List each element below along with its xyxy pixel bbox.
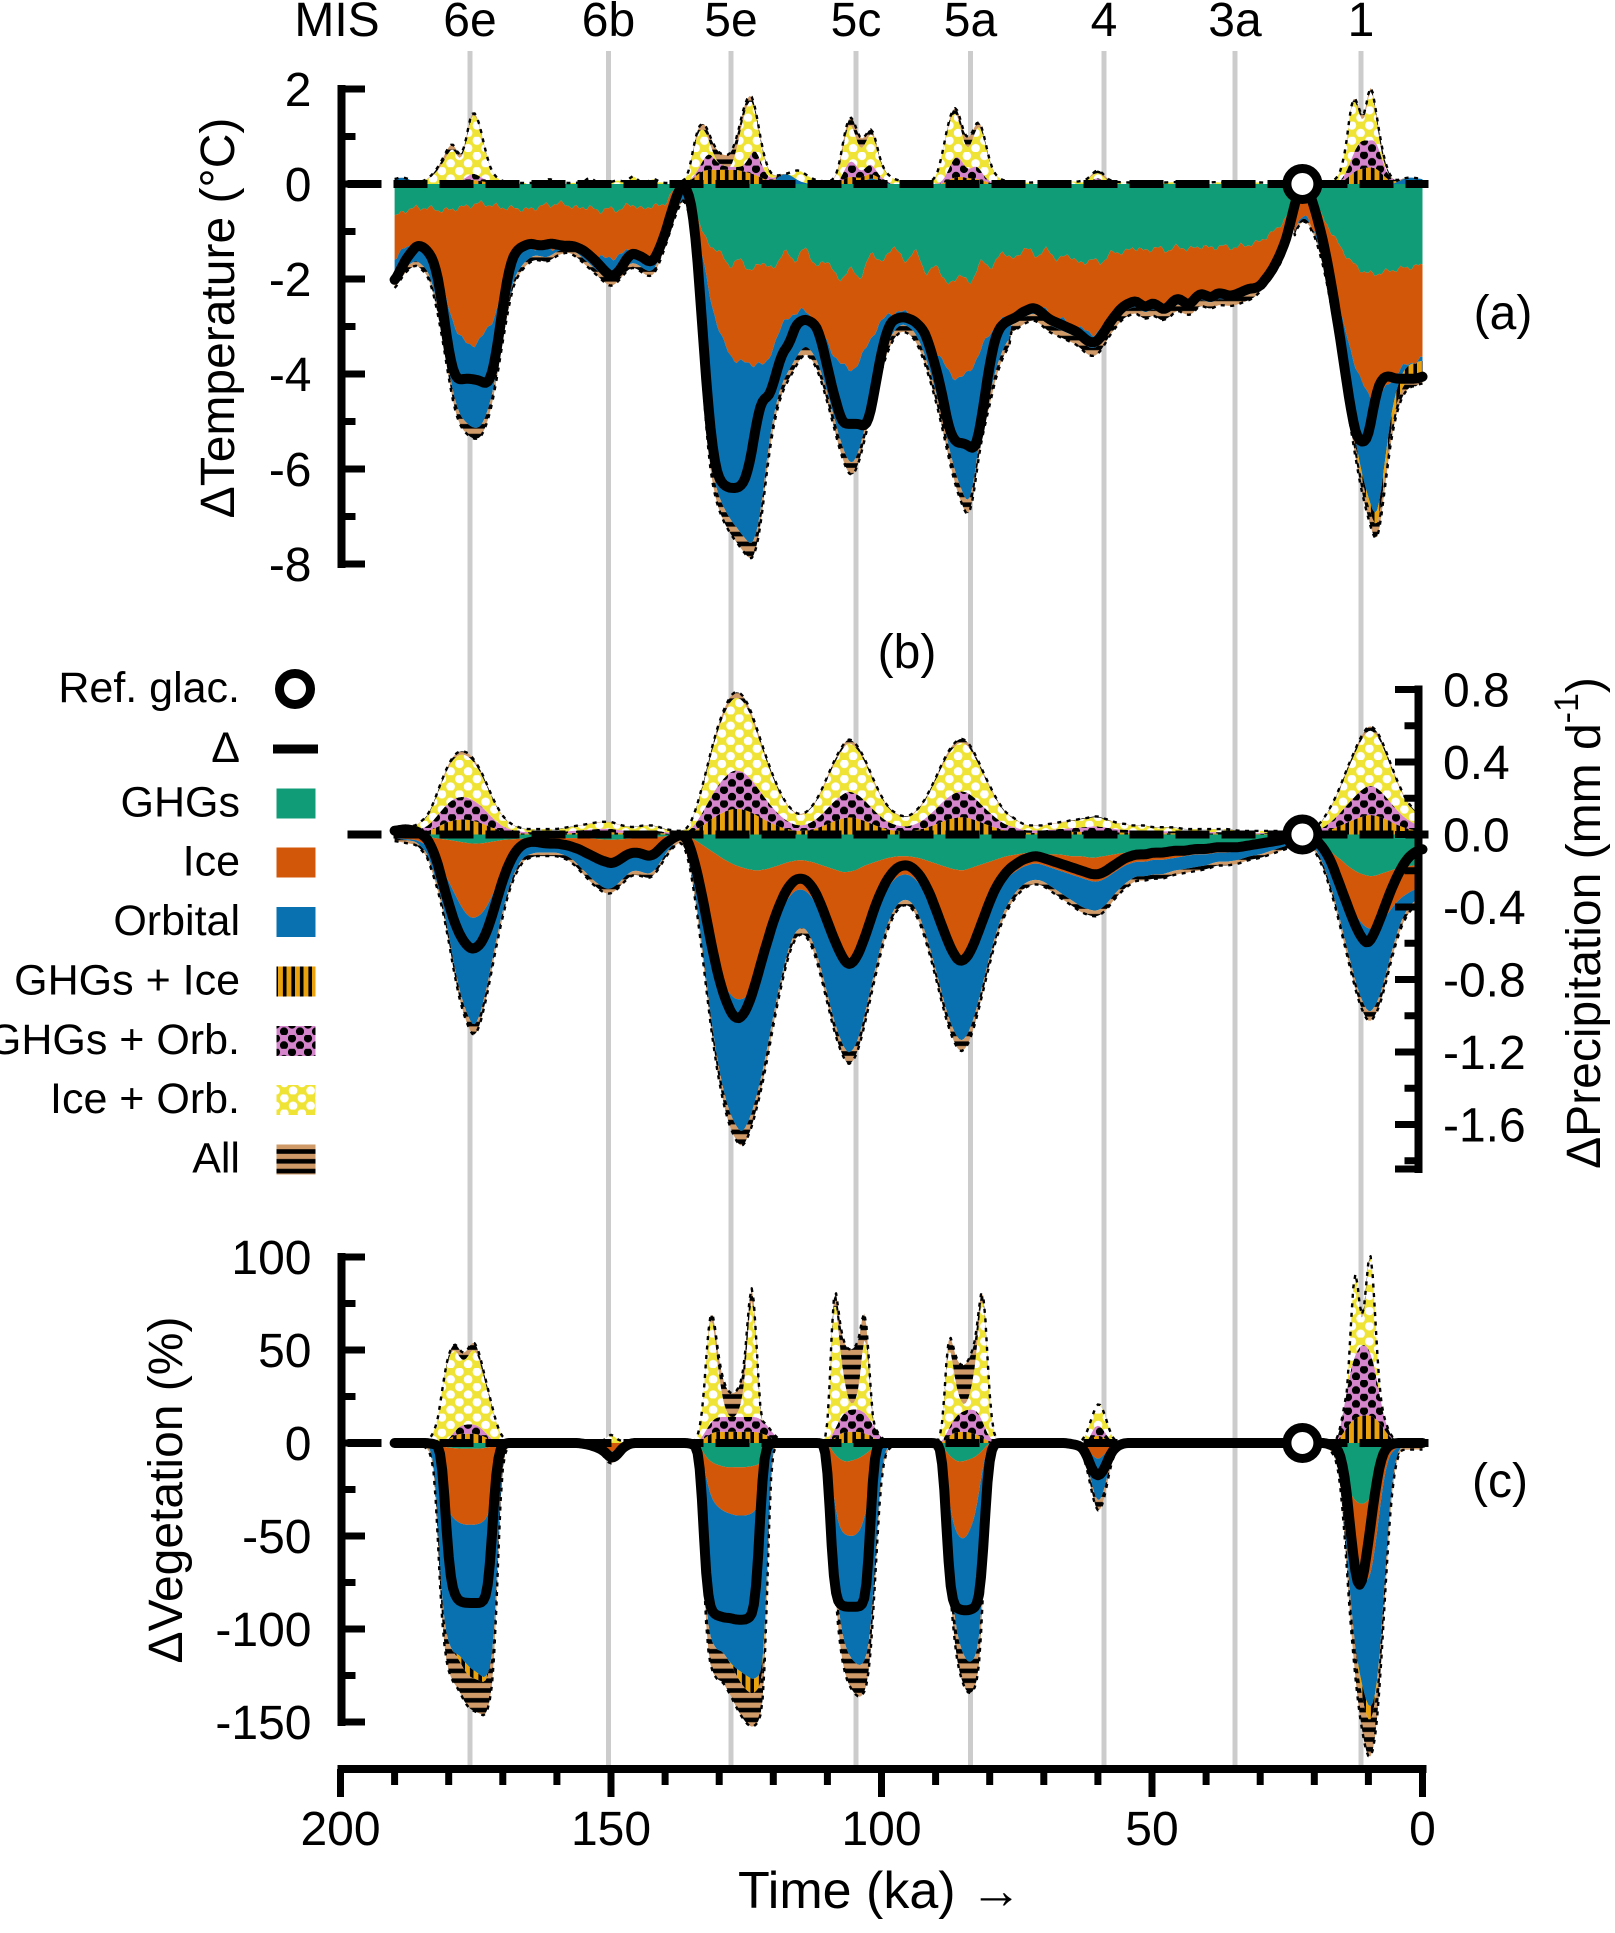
svg-text:6b: 6b <box>582 0 635 47</box>
svg-text:Ice: Ice <box>183 838 240 886</box>
svg-text:150: 150 <box>571 1803 651 1856</box>
svg-text:100: 100 <box>231 1232 311 1285</box>
svg-text:(a): (a) <box>1474 287 1533 340</box>
svg-text:GHGs: GHGs <box>121 779 240 827</box>
svg-text:3a: 3a <box>1208 0 1262 47</box>
svg-text:-0.4: -0.4 <box>1443 882 1526 935</box>
svg-text:0: 0 <box>285 1418 312 1471</box>
svg-text:MIS: MIS <box>294 0 379 47</box>
svg-text:ΔVegetation (%): ΔVegetation (%) <box>140 1317 193 1664</box>
svg-text:50: 50 <box>1125 1803 1178 1856</box>
svg-text:100: 100 <box>841 1803 921 1856</box>
svg-text:(c): (c) <box>1472 1455 1528 1508</box>
svg-text:-1.6: -1.6 <box>1443 1100 1526 1153</box>
svg-text:-4: -4 <box>269 349 312 402</box>
svg-text:-6: -6 <box>269 444 312 497</box>
svg-text:Δ: Δ <box>211 724 240 772</box>
svg-text:0: 0 <box>285 159 312 212</box>
svg-text:0: 0 <box>1409 1803 1436 1856</box>
svg-text:1: 1 <box>1348 0 1375 47</box>
svg-text:-2: -2 <box>269 254 312 307</box>
svg-text:ΔTemperature (°C): ΔTemperature (°C) <box>192 118 245 519</box>
svg-text:Orbital: Orbital <box>113 897 240 945</box>
svg-text:0.0: 0.0 <box>1443 810 1510 863</box>
svg-text:GHGs + Orb.: GHGs + Orb. <box>0 1016 240 1064</box>
svg-text:ΔPrecipitation (mm d-1): ΔPrecipitation (mm d-1) <box>1548 677 1611 1169</box>
svg-text:5e: 5e <box>704 0 757 47</box>
svg-text:2: 2 <box>285 64 312 117</box>
svg-text:All: All <box>192 1135 240 1183</box>
svg-text:-8: -8 <box>269 539 312 592</box>
svg-text:0.4: 0.4 <box>1443 737 1510 790</box>
svg-text:-0.8: -0.8 <box>1443 955 1526 1008</box>
svg-text:Ice + Orb.: Ice + Orb. <box>50 1075 240 1123</box>
svg-text:200: 200 <box>300 1803 380 1856</box>
svg-text:5a: 5a <box>944 0 998 47</box>
svg-text:Time (ka) →: Time (ka) → <box>738 1862 1022 1920</box>
svg-text:-100: -100 <box>215 1604 311 1657</box>
svg-text:5c: 5c <box>831 0 882 47</box>
svg-text:6e: 6e <box>443 0 496 47</box>
svg-text:(b): (b) <box>878 626 937 679</box>
svg-text:-50: -50 <box>242 1511 311 1564</box>
svg-text:50: 50 <box>258 1325 311 1378</box>
svg-text:-1.2: -1.2 <box>1443 1027 1526 1080</box>
svg-text:0.8: 0.8 <box>1443 665 1510 718</box>
svg-text:4: 4 <box>1091 0 1118 47</box>
svg-text:Ref. glac.: Ref. glac. <box>58 664 240 712</box>
svg-text:-150: -150 <box>215 1697 311 1750</box>
svg-text:GHGs + Ice: GHGs + Ice <box>14 957 240 1005</box>
